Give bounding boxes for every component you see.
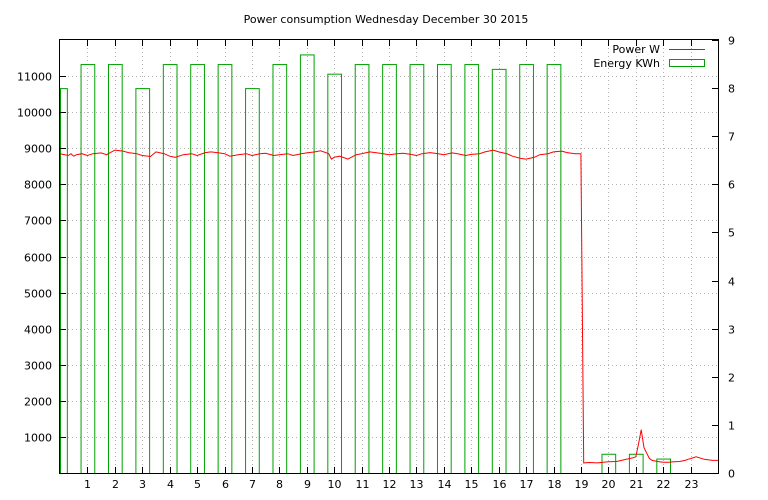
x-tick-label: 15 [465, 478, 479, 491]
x-tick-label: 1 [84, 478, 91, 491]
x-tick-label: 16 [493, 478, 507, 491]
y2-tick-label: 5 [728, 227, 735, 240]
energy-bar [354, 64, 370, 475]
legend-label-energy: Energy KWh [593, 57, 660, 70]
x-tick-label: 9 [304, 478, 311, 491]
x-tick-label: 23 [685, 478, 699, 491]
y-tick-label: 2000 [24, 396, 52, 409]
y-tick-label: 5000 [24, 288, 52, 301]
grid [60, 40, 718, 473]
y2-tick-label: 8 [728, 83, 735, 96]
x-tick-label: 7 [249, 478, 256, 491]
x-tick-label: 3 [139, 478, 146, 491]
y2-tick-label: 4 [728, 276, 735, 289]
x-tick-label: 19 [575, 478, 589, 491]
y-tick-label: 8000 [24, 179, 52, 192]
y2-tick-label: 0 [728, 468, 735, 481]
x-tick-label: 18 [548, 478, 562, 491]
y-tick-label: 7000 [24, 215, 52, 228]
x-tick-label: 20 [602, 478, 616, 491]
x-tick-label: 6 [222, 478, 229, 491]
y2-tick-label: 6 [728, 179, 735, 192]
power-series-line [59, 149, 718, 464]
energy-bar [245, 88, 260, 474]
x-tick-label: 21 [630, 478, 644, 491]
y2-tick-label: 3 [728, 324, 735, 337]
y2-tick-label: 9 [728, 35, 735, 48]
power-line [59, 149, 718, 464]
y2-tick-label: 2 [728, 372, 735, 385]
x-tick-label: 4 [167, 478, 174, 491]
axes-ticks: 1 2 3 4 5 6 7 8 9 10 11 12 13 14 15 16 17 18 19 20 21 22 23100… [17, 35, 735, 492]
y-tick-label: 3000 [24, 360, 52, 373]
x-tick-label: 8 [276, 478, 283, 491]
energy-bar [60, 88, 68, 474]
x-tick-label: 14 [438, 478, 452, 491]
energy-bar [80, 64, 96, 475]
y2-tick-label: 1 [728, 420, 735, 433]
x-tick-label: 22 [657, 478, 671, 491]
x-tick-label: 13 [410, 478, 424, 491]
energy-bar [546, 64, 562, 475]
y2-tick-label: 7 [728, 131, 735, 144]
x-tick-label: 12 [383, 478, 397, 491]
energy-bar [135, 88, 151, 474]
x-tick-label: 10 [328, 478, 342, 491]
y-tick-label: 9000 [24, 143, 52, 156]
x-tick-label: 2 [112, 478, 119, 491]
y-tick-label: 6000 [24, 252, 52, 265]
legend-label-power: Power W [612, 43, 660, 56]
energy-bar [409, 64, 425, 475]
y-tick-label: 11000 [17, 71, 52, 84]
plot-frame [59, 39, 719, 474]
y-tick-label: 4000 [24, 324, 52, 337]
energy-bars [60, 54, 672, 475]
y-tick-label: 1000 [24, 432, 52, 445]
chart-title: Power consumption Wednesday December 30 … [244, 13, 529, 26]
x-tick-label: 17 [520, 478, 534, 491]
energy-bar [327, 73, 343, 475]
y-tick-label: 10000 [17, 107, 52, 120]
x-tick-label: 5 [194, 478, 201, 491]
legend-swatch-energy [669, 59, 705, 67]
energy-bar [217, 64, 233, 475]
legend: Power W Energy KWh [593, 43, 705, 70]
x-tick-label: 11 [356, 478, 370, 491]
